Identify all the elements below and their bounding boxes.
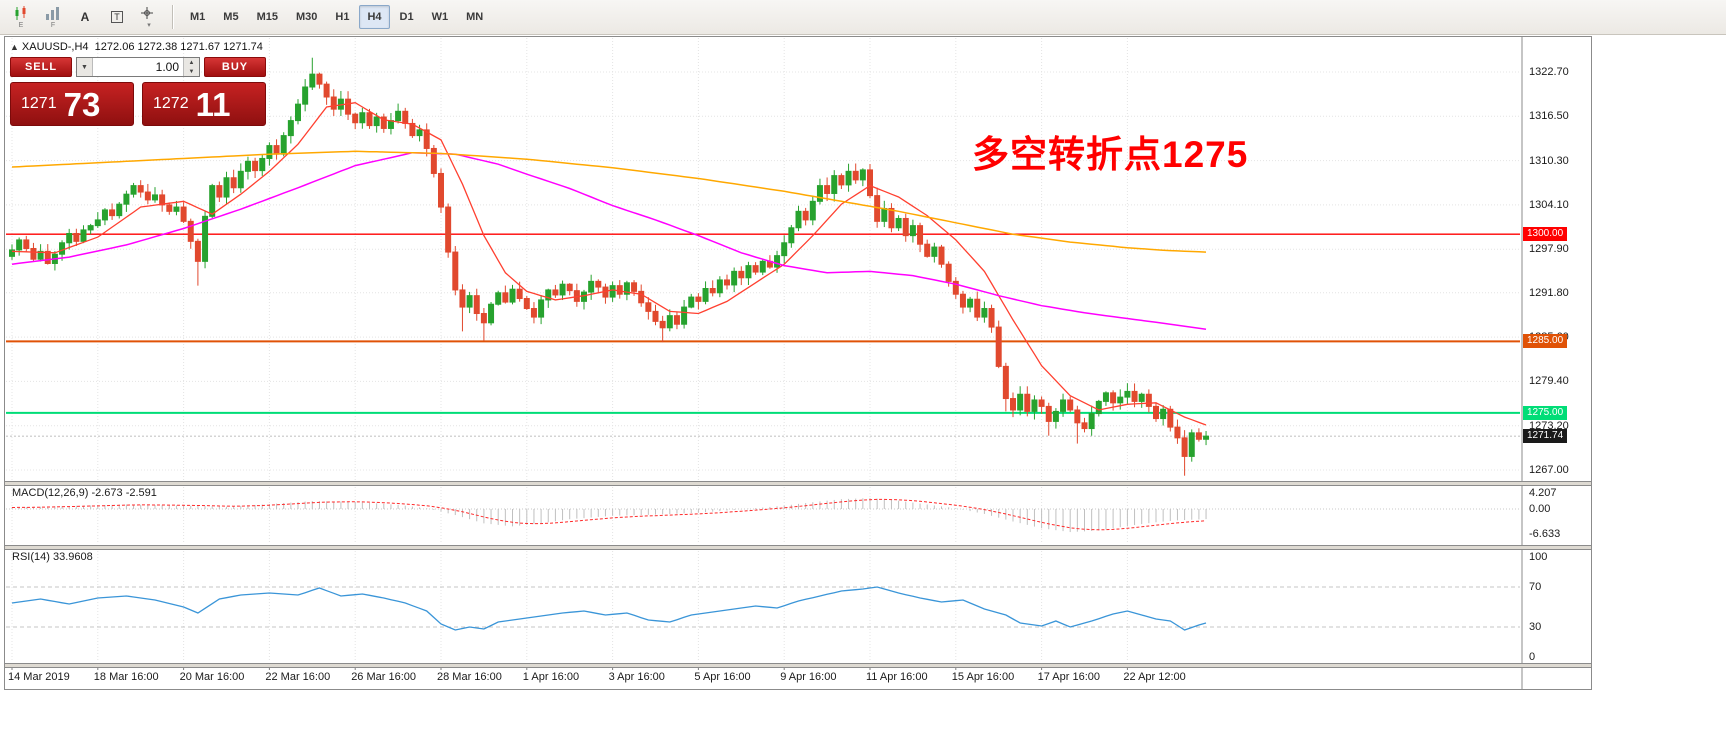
rsi-axis-label: 100 [1529, 551, 1548, 563]
price-level-tag: 1285.00 [1523, 334, 1568, 349]
ohlc-values: 1272.06 1272.38 1271.67 1271.74 [94, 41, 263, 53]
timeframe-m30[interactable]: M30 [288, 5, 325, 29]
macd-axis-label: -6.633 [1529, 528, 1561, 541]
macd-axis-label: 4.207 [1529, 487, 1557, 500]
crosshair-tool-button[interactable]: ▾ [134, 2, 164, 32]
price-axis-label: 1279.40 [1529, 375, 1569, 388]
time-axis-label: 28 Mar 16:00 [437, 671, 502, 683]
bid-price-main: 1271 [21, 95, 57, 112]
time-axis-label: 18 Mar 16:00 [93, 671, 159, 683]
timeframe-toolbar: M1 M5 M15 M30 H1 H4 D1 W1 MN [182, 5, 491, 29]
one-click-trading-panel: SELL ▼ ▲ ▼ BUY 1271 73 1272 11 [10, 57, 266, 126]
time-axis-label: 9 Apr 16:00 [780, 671, 837, 683]
volume-dropdown-button[interactable]: ▼ [77, 58, 93, 76]
chart-annotation-text: 多空转折点1275 [972, 134, 1249, 175]
time-axis-label: 15 Apr 16:00 [951, 671, 1015, 683]
letter-t-icon: T [111, 11, 123, 23]
price-axis-label: 1297.90 [1529, 243, 1569, 256]
ma-slow-line [11, 150, 1207, 253]
ma-fast-line [11, 102, 1207, 426]
time-axis-label: 20 Mar 16:00 [179, 671, 245, 683]
price-axis-label: 1304.10 [1529, 198, 1569, 211]
rsi-pane-label: RSI(14) 33.9608 [12, 551, 93, 563]
toolbar-icon-group: E F A T ▾ [6, 2, 164, 32]
timeframe-d1[interactable]: D1 [392, 5, 422, 29]
symbol-direction-icon: ▲ [10, 42, 19, 52]
toolbar-sub-label-f: F [50, 21, 56, 29]
macd-pane [6, 498, 1520, 533]
ask-price-main: 1272 [153, 95, 189, 112]
rsi-axis-label: 0 [1529, 651, 1536, 663]
price-axis-label: 1316.50 [1529, 110, 1569, 123]
bar-chart-icon [46, 6, 59, 20]
volume-increase-button[interactable]: ▲ [184, 58, 199, 67]
grid-lines [6, 38, 1520, 670]
ma-mid-line [11, 151, 1207, 330]
timeframe-h1[interactable]: H1 [327, 5, 357, 29]
toolbar-sub-label-e: E [18, 21, 24, 29]
macd-pane-label: MACD(12,26,9) -2.673 -2.591 [12, 487, 157, 499]
rsi-axis-label: 70 [1529, 581, 1542, 593]
price-axis-label: 1267.00 [1529, 463, 1569, 476]
time-axis-label: 22 Apr 12:00 [1123, 671, 1186, 683]
chart-type-candlestick-button[interactable]: E [6, 2, 36, 32]
volume-input[interactable] [93, 58, 183, 76]
macd-axis-label: 0.00 [1529, 503, 1551, 515]
sell-button[interactable]: SELL [10, 57, 72, 77]
time-axis-label: 17 Apr 16:00 [1037, 671, 1100, 683]
timeframe-m15[interactable]: M15 [249, 5, 286, 29]
time-axis-label: 22 Mar 16:00 [265, 671, 331, 683]
chart-window [4, 36, 1592, 690]
timeframe-w1[interactable]: W1 [424, 5, 457, 29]
time-axis-label: 1 Apr 16:00 [522, 671, 580, 683]
time-axis-label: 11 Apr 16:00 [866, 671, 928, 683]
volume-spinner: ▲ ▼ [183, 58, 199, 76]
pane-divider-rsi[interactable] [5, 545, 1591, 550]
price-level-tag: 1300.00 [1523, 227, 1568, 242]
rsi-axis-label: 30 [1529, 621, 1542, 633]
pane-divider-timeaxis[interactable] [5, 663, 1591, 668]
letter-a-icon: A [80, 10, 90, 24]
timeframe-m1[interactable]: M1 [182, 5, 213, 29]
timeframe-h4[interactable]: H4 [359, 5, 390, 29]
bid-price-big-digits: 73 [63, 85, 101, 123]
sell-price-button[interactable]: 1271 73 [10, 82, 134, 126]
main-toolbar: E F A T ▾ M1 M5 M15 M30 H1 H4 D1 W1 MN [0, 0, 1726, 35]
time-axis-label: 26 Mar 16:00 [351, 671, 417, 683]
trade-order-row: SELL ▼ ▲ ▼ BUY [10, 57, 266, 77]
trade-price-row: 1271 73 1272 11 [10, 82, 266, 126]
text-box-tool-button[interactable]: T [102, 2, 132, 32]
ask-price-big-digits: 11 [195, 85, 231, 123]
horizontal-level-lines [6, 233, 1520, 437]
candlestick-chart-icon [15, 5, 26, 20]
symbol-title: XAUUSD-,H4 [21, 41, 89, 53]
volume-decrease-button[interactable]: ▼ [184, 67, 199, 76]
price-axis[interactable] [1523, 37, 1589, 667]
price-axis-label: 1291.80 [1529, 286, 1569, 299]
text-label-tool-button[interactable]: A [70, 2, 100, 32]
chevron-down-icon: ▾ [147, 21, 151, 29]
chart-type-bars-button[interactable]: F [38, 2, 68, 32]
time-axis-label: 5 Apr 16:00 [694, 671, 751, 683]
price-axis-label: 1310.30 [1529, 154, 1569, 167]
chevron-down-icon: ▼ [81, 63, 88, 71]
price-axis-label: 1273.20 [1529, 419, 1569, 432]
buy-button[interactable]: BUY [204, 57, 266, 77]
crosshair-icon [141, 6, 153, 19]
timeframe-mn[interactable]: MN [458, 5, 491, 29]
buy-price-button[interactable]: 1272 11 [142, 82, 266, 126]
time-axis-label: 14 Mar 2019 [8, 671, 70, 683]
chart-ohlc-readout: ▲ XAUUSD-,H4 1272.06 1272.38 1271.67 1271… [10, 41, 263, 53]
price-axis-label: 1322.70 [1529, 66, 1569, 78]
current-price-tag: 1271.74 [1523, 429, 1568, 444]
price-level-tag: 1275.00 [1523, 405, 1568, 420]
time-axis-label: 3 Apr 16:00 [608, 671, 665, 683]
candles [9, 57, 1210, 476]
pane-divider-macd[interactable] [5, 481, 1591, 486]
timeframe-m5[interactable]: M5 [215, 5, 246, 29]
volume-control: ▼ ▲ ▼ [76, 57, 200, 77]
rsi-pane [6, 586, 1520, 631]
toolbar-separator [172, 5, 174, 29]
